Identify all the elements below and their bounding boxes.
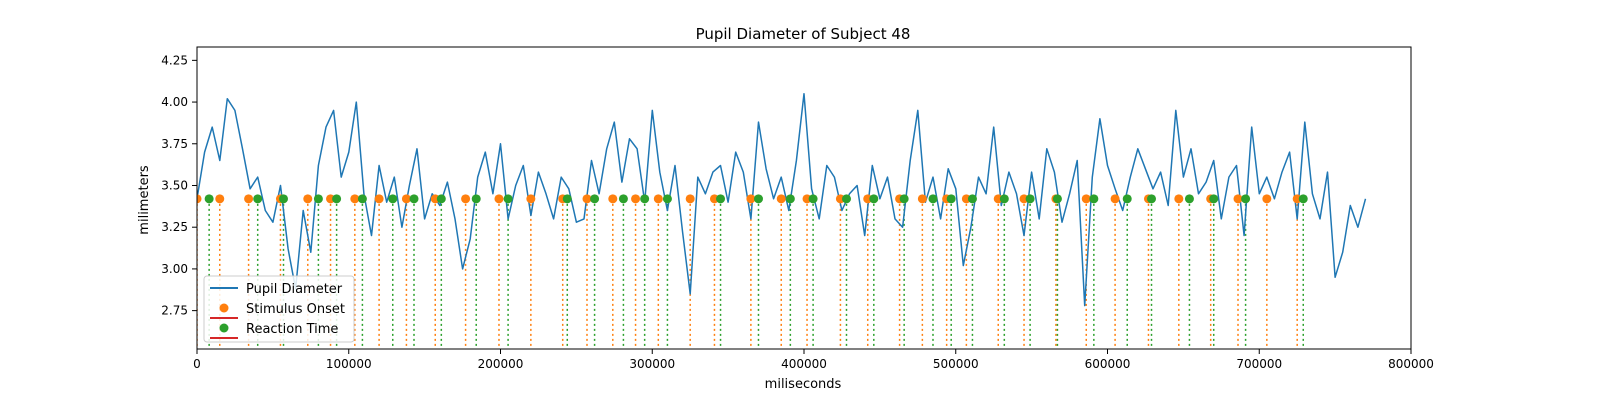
reaction-time-marker (253, 194, 263, 204)
stimulus-onset-marker (608, 194, 618, 204)
reaction-time-marker (1184, 194, 1194, 204)
reaction-time-marker (409, 194, 419, 204)
stimulus-onset-marker (494, 194, 504, 204)
reaction-time-marker (1298, 194, 1308, 204)
stimulus-onset-marker (374, 194, 384, 204)
reaction-time-marker (808, 194, 818, 204)
reaction-time-marker (332, 194, 342, 204)
x-tick-label: 400000 (781, 357, 827, 371)
stimulus-onset-marker (917, 194, 927, 204)
stimulus-onset-marker (1174, 194, 1184, 204)
stimulus-onset-marker (350, 194, 360, 204)
reaction-time-marker (1025, 194, 1035, 204)
legend: Pupil Diameter Stimulus Onset Reaction T… (203, 275, 355, 343)
reaction-time-marker (1052, 194, 1062, 204)
legend-frame (203, 275, 355, 343)
axes: 0 100000 200000 300000 400000 500000 600000 700… (161, 46, 1434, 371)
y-tick-label: 2.75 (161, 304, 188, 318)
plot-content (197, 92, 1367, 349)
stimulus-onset-marker (582, 194, 592, 204)
x-tick-label: 100000 (326, 357, 372, 371)
reaction-time-marker (716, 194, 726, 204)
x-tick-label: 600000 (1085, 357, 1131, 371)
x-tick-label: 700000 (1236, 357, 1282, 371)
x-tick-label: 0 (193, 357, 201, 371)
legend-label-stimulus: Stimulus Onset (246, 302, 345, 317)
reaction-time-marker (313, 194, 323, 204)
x-tick-label: 200000 (478, 357, 524, 371)
reaction-time-marker (590, 194, 600, 204)
stimulus-onset-marker (685, 194, 695, 204)
stimulus-onset-marker (1262, 194, 1272, 204)
stimulus-onset-marker (244, 194, 254, 204)
reaction-time-marker (899, 194, 909, 204)
y-tick-label: 4.00 (161, 95, 188, 109)
reaction-time-marker (471, 194, 481, 204)
stimulus-onset-marker (461, 194, 471, 204)
stimulus-onset-marker (197, 194, 202, 204)
legend-label-reaction: Reaction Time (246, 322, 338, 337)
x-tick-label: 800000 (1388, 357, 1434, 371)
reaction-time-marker (388, 194, 398, 204)
reaction-time-marker (967, 194, 977, 204)
x-axis-label: miliseconds (765, 377, 842, 392)
legend-marker-reaction (219, 323, 229, 333)
reaction-time-marker (278, 194, 288, 204)
pupil-diameter-line (197, 92, 1367, 307)
x-tick-label: 300000 (629, 357, 675, 371)
reaction-time-marker (618, 194, 628, 204)
stimulus-onset-marker (526, 194, 536, 204)
reaction-time-marker (640, 194, 650, 204)
reaction-time-marker (785, 194, 795, 204)
y-tick-label: 3.75 (161, 137, 188, 151)
stimulus-onset-marker (215, 194, 225, 204)
reaction-time-marker (841, 194, 851, 204)
y-tick-label: 4.25 (161, 53, 188, 67)
stimulus-onset-marker (1110, 194, 1120, 204)
stimulus-onset-marker (776, 194, 786, 204)
reaction-time-marker (753, 194, 763, 204)
y-tick-label: 3.25 (161, 220, 188, 234)
legend-label-pupil: Pupil Diameter (246, 282, 343, 297)
stimulus-onset-marker (401, 194, 411, 204)
chart-title: Pupil Diameter of Subject 48 (696, 25, 911, 43)
reaction-time-marker (1122, 194, 1132, 204)
reaction-time-marker (999, 194, 1009, 204)
reaction-time-marker (946, 194, 956, 204)
stimulus-onset-marker (303, 194, 313, 204)
reaction-time-marker (1241, 194, 1251, 204)
stimulus-onset-marker (1081, 194, 1091, 204)
legend-marker-stimulus (219, 303, 229, 313)
stimulus-onset-marker (1233, 194, 1243, 204)
reaction-time-marker (503, 194, 513, 204)
reaction-time-marker (928, 194, 938, 204)
reaction-time-marker (1147, 194, 1157, 204)
reaction-time-marker (1089, 194, 1099, 204)
reaction-time-marker (357, 194, 367, 204)
plot-area (197, 92, 1367, 349)
y-tick-label: 3.00 (161, 262, 188, 276)
y-tick-label: 3.50 (161, 178, 188, 192)
reaction-time-marker (436, 194, 446, 204)
reaction-time-marker (662, 194, 672, 204)
reaction-time-marker (869, 194, 879, 204)
reaction-time-marker (204, 194, 214, 204)
x-tick-label: 500000 (933, 357, 979, 371)
reaction-time-marker (562, 194, 572, 204)
stimulus-onset-marker (653, 194, 663, 204)
stimulus-onset-marker (631, 194, 641, 204)
reaction-time-marker (1209, 194, 1219, 204)
y-axis-label: milimeters (137, 165, 152, 235)
stimulus-onset-marker (746, 194, 756, 204)
